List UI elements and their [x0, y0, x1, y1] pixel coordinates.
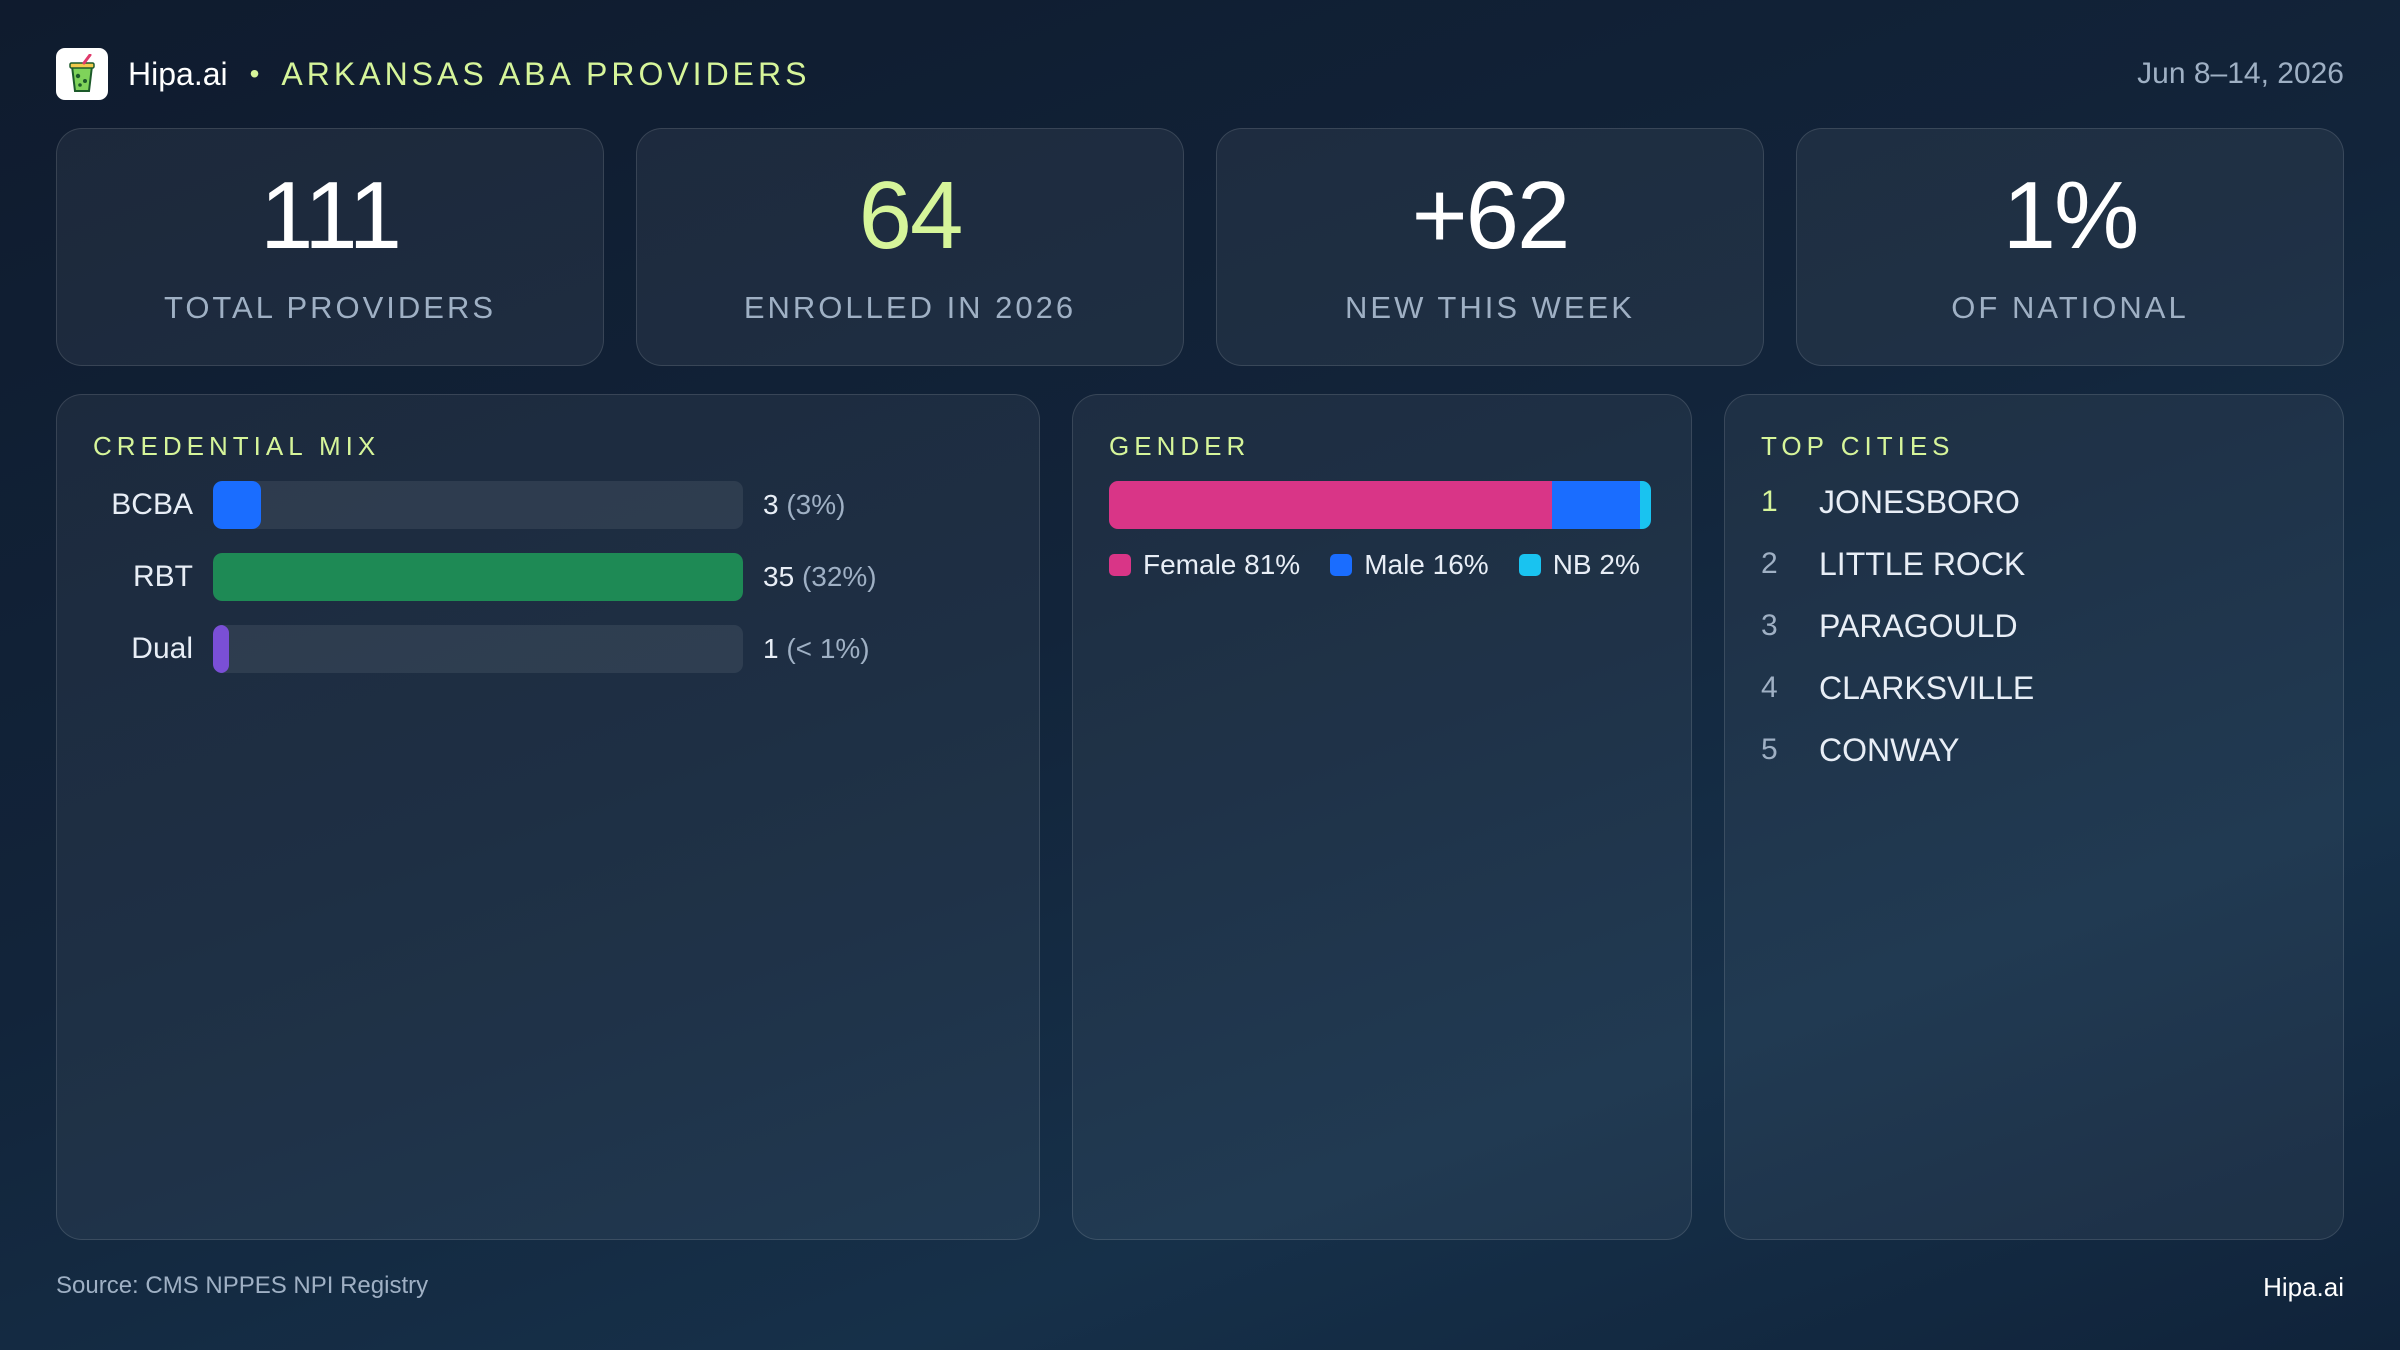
bar-track	[213, 553, 743, 601]
source-note: Source: CMS NPPES NPI Registry	[56, 1272, 429, 1299]
title-separator: •	[249, 58, 260, 89]
bar-percent: (32%)	[801, 561, 877, 592]
gender-segment-female	[1109, 481, 1553, 529]
bar-rbt	[213, 553, 743, 601]
bar-count: 3	[763, 489, 787, 520]
drink-cup-icon	[69, 54, 95, 92]
legend-label: NB 2%	[1552, 549, 1640, 580]
gender-legend: Female 81% Male 16% NB 2%	[1109, 549, 1640, 581]
kpi-label: TOTAL PROVIDERS	[163, 290, 497, 325]
kpi-row: 111 TOTAL PROVIDERS 64 ENROLLED IN 2026 …	[56, 128, 2344, 366]
gender-stacked-bar	[1109, 481, 1651, 529]
city-name: LITTLE ROCK	[1819, 545, 2026, 582]
brand-name: Hipa.ai	[128, 55, 228, 92]
bar-row-bcba: BCBA 3 (3%)	[57, 481, 1039, 529]
kpi-label: OF NATIONAL	[1951, 290, 2189, 325]
gender-segment-nb	[1640, 481, 1651, 529]
date-range: Jun 8–14, 2026	[2137, 57, 2344, 90]
list-item: 1 JONESBORO	[1761, 479, 2020, 525]
city-rank: 2	[1761, 547, 1778, 580]
bar-percent: (3%)	[786, 489, 846, 520]
city-name: CONWAY	[1819, 731, 1960, 768]
bar-category-label: BCBA	[111, 488, 193, 521]
bar-row-rbt: RBT 35 (32%)	[57, 553, 1039, 601]
kpi-value: 111	[260, 162, 402, 269]
page-title: ARKANSAS ABA PROVIDERS	[281, 55, 811, 92]
bar-category-label: Dual	[131, 632, 193, 665]
bar-bcba	[213, 481, 261, 529]
kpi-value: +62	[1411, 162, 1571, 269]
list-item: 5 CONWAY	[1761, 727, 1959, 773]
logo	[56, 48, 108, 100]
list-item: 4 CLARKSVILLE	[1761, 665, 2034, 711]
legend-label: Female 81%	[1143, 549, 1301, 580]
panel-title: CREDENTIAL MIX	[93, 431, 381, 461]
top-cities-panel: TOP CITIES 1 JONESBORO 2 LITTLE ROCK 3 PARAGO…	[1724, 394, 2344, 1240]
gender-panel: GENDER Female 81% Male 16% NB 2%	[1072, 394, 1692, 1240]
kpi-value: 1%	[2002, 162, 2140, 269]
legend-item-male: Male 16%	[1330, 549, 1489, 581]
legend-swatch	[1330, 554, 1353, 576]
city-name: CLARKSVILLE	[1819, 669, 2035, 706]
bar-value-label: 35 (32%)	[763, 553, 877, 601]
city-rank: 1	[1761, 485, 1778, 518]
list-item: 3 PARAGOULD	[1761, 603, 2018, 649]
panel-title: GENDER	[1109, 431, 1251, 461]
bar-count: 35	[763, 561, 802, 592]
bar-value-label: 1 (< 1%)	[763, 625, 870, 673]
legend-swatch	[1518, 554, 1541, 576]
city-rank: 4	[1761, 671, 1778, 704]
kpi-card-of-national: 1% OF NATIONAL	[1796, 128, 2344, 366]
kpi-value: 64	[858, 162, 964, 269]
legend-label: Male 16%	[1364, 549, 1489, 580]
kpi-card-enrolled: 64 ENROLLED IN 2026	[636, 128, 1184, 366]
gender-segment-male	[1552, 481, 1641, 529]
city-rank: 5	[1761, 733, 1778, 766]
bar-track	[213, 481, 743, 529]
bar-row-dual: Dual 1 (< 1%)	[57, 625, 1039, 673]
kpi-label: NEW THIS WEEK	[1345, 290, 1635, 325]
city-name: JONESBORO	[1819, 483, 2020, 520]
city-name: PARAGOULD	[1819, 607, 2018, 644]
bar-dual	[213, 625, 229, 673]
bar-percent: (< 1%)	[786, 633, 870, 664]
credential-mix-panel: CREDENTIAL MIX BCBA 3 (3%) RBT 35 (32%) Dual…	[56, 394, 1040, 1240]
bar-count: 1	[763, 633, 787, 664]
kpi-card-total-providers: 111 TOTAL PROVIDERS	[56, 128, 604, 366]
legend-item-female: Female 81%	[1109, 549, 1300, 581]
bar-category-label: RBT	[133, 560, 193, 593]
footer-brand: Hipa.ai	[2263, 1272, 2344, 1302]
legend-item-nb: NB 2%	[1518, 549, 1640, 581]
panel-title: TOP CITIES	[1761, 431, 1955, 461]
kpi-card-new-this-week: +62 NEW THIS WEEK	[1216, 128, 1764, 366]
list-item: 2 LITTLE ROCK	[1761, 541, 2025, 587]
header: Hipa.ai • ARKANSAS ABA PROVIDERS Jun 8–1…	[56, 46, 2344, 102]
city-rank: 3	[1761, 609, 1778, 642]
bar-track	[213, 625, 743, 673]
kpi-label: ENROLLED IN 2026	[743, 290, 1077, 325]
legend-swatch	[1109, 554, 1131, 576]
bar-value-label: 3 (3%)	[763, 481, 845, 529]
